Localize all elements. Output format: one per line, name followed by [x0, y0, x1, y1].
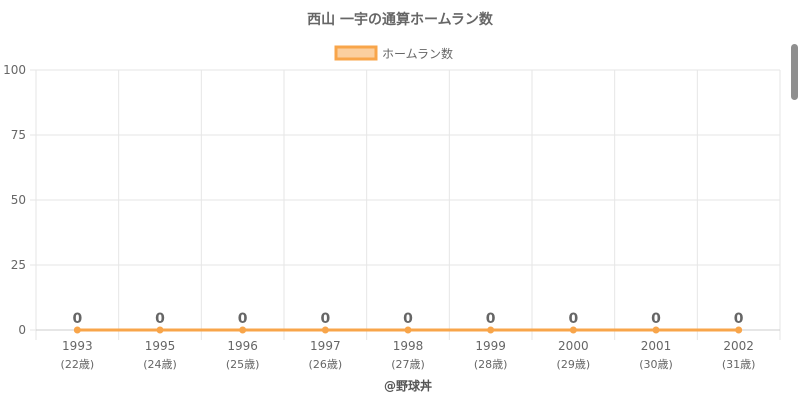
- watermark: @野球丼: [384, 378, 432, 393]
- x-axis: 1993 (22歳) 1995 (24歳) 1996 (25歳) 1997 (26歳) 1998…: [61, 339, 756, 371]
- scrollbar-thumb[interactable]: [791, 44, 798, 100]
- x-tick-sublabel: (27歳): [391, 358, 425, 371]
- x-tick-sublabel: (28歳): [474, 358, 508, 371]
- grid: [30, 69, 781, 340]
- data-point: [569, 326, 577, 334]
- data-label: 0: [403, 311, 413, 327]
- data-point: [156, 326, 164, 334]
- x-tick-sublabel: (25歳): [226, 358, 260, 371]
- x-tick-label: 1999: [475, 339, 506, 353]
- legend-label: ホームラン数: [382, 46, 453, 61]
- series-homeruns: [73, 326, 743, 334]
- y-tick-label: 50: [11, 193, 26, 207]
- data-labels: 0 0 0 0 0 0 0 0 0: [72, 311, 743, 327]
- data-label: 0: [734, 311, 744, 327]
- x-tick-sublabel: (24歳): [143, 358, 177, 371]
- data-point: [239, 326, 247, 334]
- data-point: [321, 326, 329, 334]
- y-tick-label: 0: [18, 323, 26, 337]
- data-point: [487, 326, 495, 334]
- legend[interactable]: ホームラン数: [334, 45, 453, 61]
- data-point: [735, 326, 743, 334]
- x-tick-label: 1998: [393, 339, 424, 353]
- data-point: [652, 326, 660, 334]
- data-point: [404, 326, 412, 334]
- y-tick-label: 100: [3, 63, 26, 77]
- x-tick-label: 2000: [558, 339, 589, 353]
- chart-title: 西山 一宇の通算ホームラン数: [307, 11, 494, 28]
- x-tick-label: 1996: [227, 339, 258, 353]
- x-tick-sublabel: (22歳): [61, 358, 95, 371]
- x-tick-label: 1995: [145, 339, 176, 353]
- y-axis: 0 25 50 75 100: [3, 63, 26, 337]
- x-tick-label: 2001: [641, 339, 672, 353]
- x-tick-label: 1993: [62, 339, 93, 353]
- data-label: 0: [486, 311, 496, 327]
- y-tick-label: 75: [11, 128, 26, 142]
- data-point: [73, 326, 81, 334]
- x-tick-label: 1997: [310, 339, 341, 353]
- legend-swatch: [334, 45, 378, 61]
- x-tick-sublabel: (31歳): [722, 358, 756, 371]
- data-label: 0: [568, 311, 578, 327]
- data-label: 0: [72, 311, 82, 327]
- x-tick-label: 2002: [723, 339, 754, 353]
- data-label: 0: [320, 311, 330, 327]
- x-tick-sublabel: (26歳): [309, 358, 343, 371]
- y-tick-label: 25: [11, 258, 26, 272]
- data-label: 0: [238, 311, 248, 327]
- data-label: 0: [155, 311, 165, 327]
- x-tick-sublabel: (30歳): [639, 358, 673, 371]
- data-label: 0: [651, 311, 661, 327]
- x-tick-sublabel: (29歳): [557, 358, 591, 371]
